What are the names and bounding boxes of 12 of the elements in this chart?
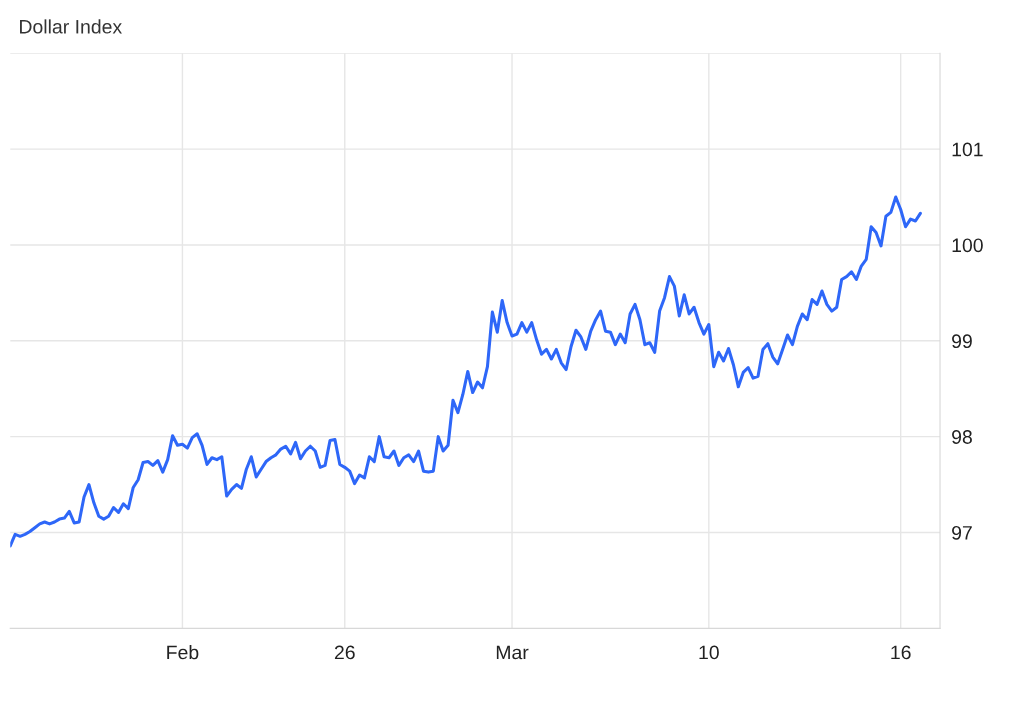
y-tick-label: 97 xyxy=(952,525,972,540)
y-tick-label: 101 xyxy=(952,142,983,157)
y-tick-label: 99 xyxy=(952,334,972,349)
x-tick-label: 16 xyxy=(891,645,911,660)
line-series xyxy=(10,195,922,548)
y-tick-label: 100 xyxy=(952,238,983,253)
x-tick-label: Mar xyxy=(496,645,529,660)
chart-title: Dollar Index xyxy=(20,19,122,34)
x-tick-label: 10 xyxy=(699,645,719,660)
x-tick-label: Feb xyxy=(167,645,199,660)
y-tick-label: 98 xyxy=(952,430,972,444)
x-tick-label: 26 xyxy=(334,645,355,660)
